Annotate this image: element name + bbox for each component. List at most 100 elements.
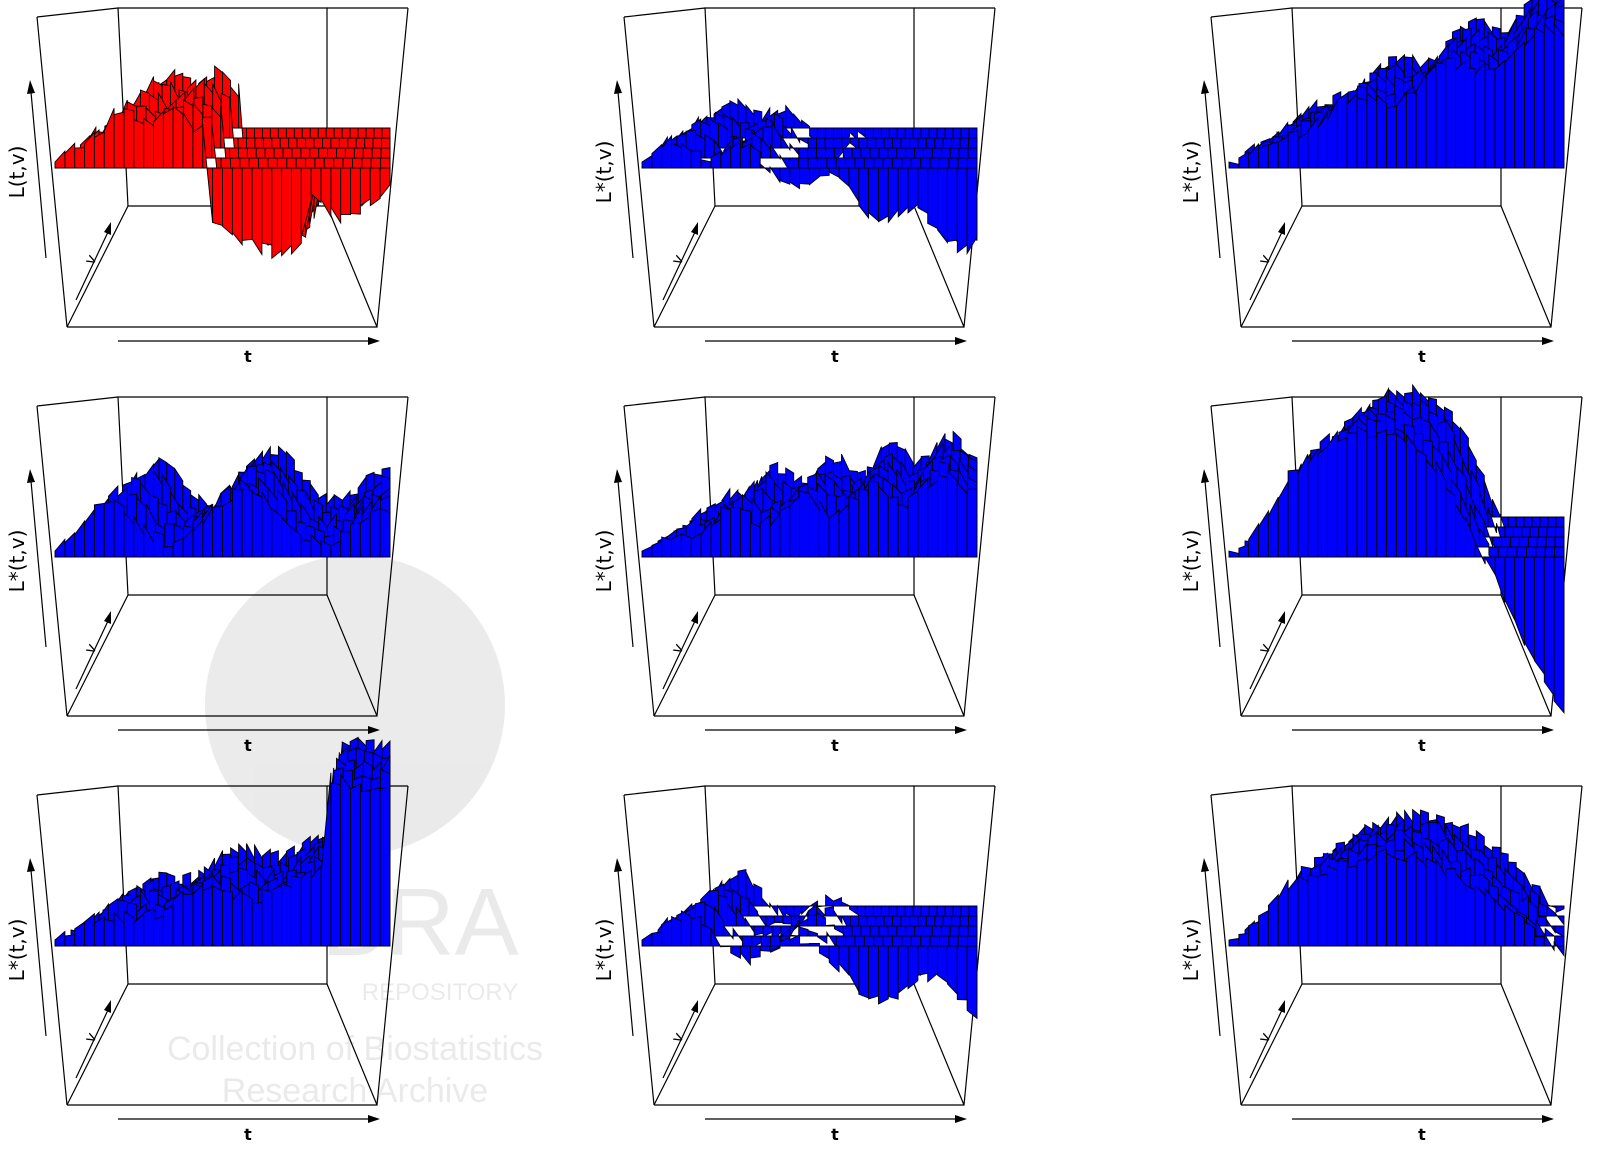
surface-facet bbox=[917, 167, 929, 215]
surface-facet bbox=[897, 945, 909, 994]
surface-facet bbox=[779, 167, 791, 185]
surface-facet bbox=[848, 167, 860, 204]
surface-facet bbox=[762, 925, 773, 938]
panel-4: tvL*(t,v) bbox=[5, 396, 409, 755]
surface-facet bbox=[162, 904, 174, 947]
surface-facet bbox=[1307, 874, 1319, 947]
surface-facet bbox=[1248, 522, 1260, 558]
surface-facet bbox=[782, 915, 792, 925]
surface-facet bbox=[369, 167, 381, 207]
surface-facet bbox=[231, 167, 243, 246]
surface-facet bbox=[833, 897, 842, 907]
watermark-line2: Research Archive bbox=[222, 1072, 488, 1110]
surface-facet bbox=[937, 167, 948, 245]
axis-v-arrowhead bbox=[691, 1000, 698, 1013]
surface-facet bbox=[765, 915, 775, 928]
surface-facet bbox=[927, 479, 939, 558]
axis-z-arrowhead bbox=[614, 469, 622, 483]
surface-facet bbox=[1386, 852, 1397, 947]
axis-t-arrowhead bbox=[368, 1115, 380, 1123]
surface-facet bbox=[1238, 932, 1250, 947]
surface-facet bbox=[799, 943, 810, 947]
surface-facet bbox=[379, 167, 391, 199]
surface-facet bbox=[790, 125, 801, 144]
panel-5: tvL*(t,v) bbox=[592, 396, 996, 755]
surface-facet bbox=[212, 167, 223, 227]
surface-facet bbox=[1366, 436, 1378, 558]
surface-facet bbox=[1297, 453, 1309, 558]
surface-facet bbox=[113, 499, 125, 558]
surface-facet bbox=[956, 945, 968, 1001]
surface-facet bbox=[868, 480, 879, 558]
surface-facet bbox=[966, 945, 978, 1020]
box-edges bbox=[1210, 785, 1583, 1106]
surface-facet bbox=[271, 508, 283, 558]
surface-facet bbox=[878, 167, 889, 223]
surface-facet bbox=[927, 945, 939, 983]
surface-facet bbox=[241, 167, 253, 241]
surface-facet bbox=[818, 167, 830, 177]
surface-facet bbox=[1386, 433, 1397, 558]
surface-facet bbox=[817, 935, 828, 945]
axis-v bbox=[662, 620, 696, 690]
surface-facet bbox=[753, 883, 763, 907]
surface-facet bbox=[723, 924, 734, 941]
axis-z bbox=[1204, 91, 1221, 259]
surface-facet bbox=[858, 488, 870, 558]
axis-z bbox=[617, 91, 634, 259]
surface-facet bbox=[1455, 59, 1466, 169]
surface-facet bbox=[133, 118, 145, 169]
axis-t-arrowhead bbox=[368, 726, 380, 734]
surface-facet bbox=[1336, 92, 1348, 169]
surface-facet bbox=[868, 167, 879, 223]
axis-v bbox=[75, 1009, 109, 1079]
surface-facet bbox=[801, 119, 811, 129]
surface-facet bbox=[93, 502, 105, 558]
surface-facet bbox=[369, 787, 381, 947]
surface-facet bbox=[192, 883, 204, 947]
surface-facet bbox=[172, 105, 184, 169]
surface-facet bbox=[671, 916, 682, 947]
surface-facet bbox=[103, 918, 115, 947]
surface-facet bbox=[1336, 860, 1348, 947]
surface-facet bbox=[54, 150, 66, 169]
surface-facet bbox=[1553, 556, 1565, 715]
surface-facet bbox=[74, 147, 86, 169]
surface-facet bbox=[740, 896, 750, 917]
surface-facet bbox=[793, 112, 803, 129]
surface-facet bbox=[1317, 873, 1328, 947]
surface-facet bbox=[789, 167, 801, 190]
surface-facet bbox=[103, 108, 115, 169]
surface-facet bbox=[222, 890, 233, 947]
surface-facet bbox=[641, 932, 653, 947]
surface-facet bbox=[251, 492, 263, 558]
surface-facet bbox=[680, 910, 692, 947]
surface bbox=[1228, 808, 1565, 957]
surface-facet bbox=[1435, 61, 1447, 169]
surface-facet bbox=[1267, 141, 1279, 169]
xlabel: t bbox=[831, 1125, 839, 1144]
surface-facet bbox=[720, 945, 732, 948]
surface-facet bbox=[1277, 135, 1289, 169]
surface-facet bbox=[1543, 22, 1555, 169]
surface-facet bbox=[123, 910, 135, 947]
surface-facet bbox=[1533, 556, 1545, 676]
surface-facet bbox=[740, 143, 751, 169]
surface-facet bbox=[330, 167, 342, 225]
surface-facet bbox=[759, 163, 771, 174]
surface-facet bbox=[1356, 857, 1368, 947]
surface-facet bbox=[123, 108, 135, 169]
surface-facet bbox=[74, 519, 86, 558]
surface-facet bbox=[825, 894, 834, 907]
surface-facet bbox=[878, 485, 889, 558]
surface-facet bbox=[1504, 50, 1516, 169]
zlabel: L*(t,v) bbox=[1179, 919, 1203, 982]
xlabel: t bbox=[831, 736, 839, 755]
surface-facet bbox=[848, 495, 860, 558]
surface-facet bbox=[300, 538, 312, 558]
surface-facet bbox=[1455, 871, 1466, 947]
surface-facet bbox=[251, 167, 263, 257]
surface-facet bbox=[74, 921, 86, 947]
zlabel: L*(t,v) bbox=[1179, 530, 1203, 593]
surface-facet bbox=[838, 167, 850, 188]
